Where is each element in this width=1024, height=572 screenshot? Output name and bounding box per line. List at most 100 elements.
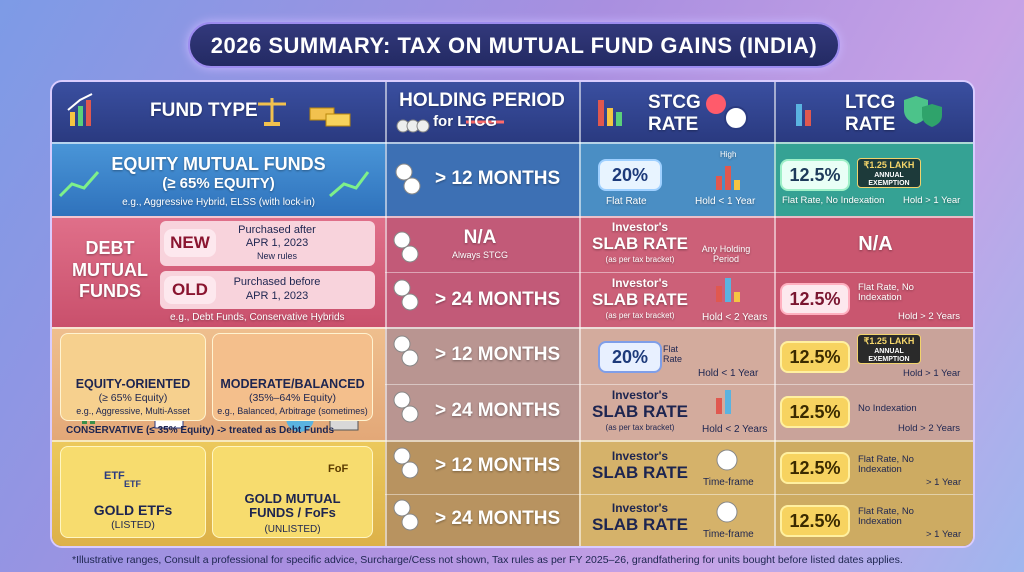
debt-new-holding-note: Always STCG — [451, 250, 508, 260]
debt-old-stcg-pre: Investor's — [611, 276, 669, 290]
divider — [52, 327, 973, 329]
debt-new-date: APR 1, 2023 — [245, 237, 309, 249]
debt-name: DEBT MUTUAL FUNDS — [72, 238, 148, 302]
hybrid-long-ltcg-hold: Hold > 2 Years — [898, 423, 961, 434]
equity-ltcg-rate: 12.5% — [780, 159, 850, 191]
gold-etf-sub: (LISTED) — [111, 519, 155, 531]
debt-old-ltcg-rate: 12.5% — [780, 283, 850, 315]
debt-old-tag: OLD — [164, 276, 216, 304]
balanced-name: MODERATE/BALANCED — [220, 377, 365, 391]
hybrid-ltcg-exemption-sub: ANNUAL EXEMPTION — [868, 348, 910, 363]
divider — [385, 82, 387, 546]
hybrid-long-ltcg-rate: 12.5% — [780, 396, 850, 428]
header-ltcg-sub: RATE — [845, 114, 896, 135]
divider — [774, 82, 776, 546]
hybrid-exemption-box — [857, 334, 921, 364]
debt-new-note: New rules — [256, 251, 297, 261]
debt-old-stcg-hold: Hold < 2 Years — [702, 312, 768, 323]
gold-etf-box — [60, 446, 206, 538]
equity-stcg-note: Flat Rate — [606, 196, 647, 207]
gold-long-ltcg-note: Flat Rate, No Indexation — [858, 506, 914, 528]
debt-old-ltcg-note: Flat Rate, No Indexation — [858, 282, 914, 304]
hybrid-long-holding: > 24 MONTHS — [435, 400, 561, 421]
title: 2026 SUMMARY: TAX ON MUTUAL FUND GAINS (… — [210, 33, 818, 58]
debt-new-stcg-rate: SLAB RATE — [591, 234, 688, 253]
debt-example: e.g., Debt Funds, Conservative Hybrids — [170, 312, 345, 323]
divider — [579, 82, 581, 546]
hybrid-short-stcg-hold: Hold < 1 Year — [698, 368, 759, 379]
gold-fund-box — [212, 446, 373, 538]
gold-etf-icon-label: ETF — [124, 479, 141, 489]
debt-new-purchase: Purchased after — [238, 224, 316, 236]
balanced-box — [212, 333, 373, 421]
gold-etf-name: GOLD ETFs — [93, 502, 173, 518]
debt-old-ltcg-hold: Hold > 2 Years — [898, 311, 961, 322]
footer-note: *Illustrative ranges, Consult a professi… — [72, 554, 903, 566]
header-row — [52, 82, 973, 142]
equity-name: EQUITY MUTUAL FUNDS — [111, 154, 326, 174]
gold-long-ltcg-rate: 12.5% — [780, 505, 850, 537]
equity-oriented-name: EQUITY-ORIENTED — [75, 377, 191, 391]
equity-oriented-example: e.g., Aggressive, Multi-Asset — [76, 406, 190, 416]
hybrid-ltcg-exemption: ₹1.25 LAKH — [863, 336, 915, 346]
balanced-share: (35%–64% Equity) — [249, 392, 336, 404]
equity-exemption-box — [857, 158, 921, 188]
gold-short-ltcg-note: Flat Rate, No Indexation — [858, 454, 914, 476]
debt-new-ltcg: N/A — [858, 233, 893, 255]
gold-fund-icon-label: FoF — [328, 463, 349, 475]
equity-ltcg-hold: Hold > 1 Year — [903, 195, 961, 206]
divider — [52, 216, 973, 218]
debt-new-stcg-note: (as per tax bracket) — [605, 255, 675, 264]
header-stcg-sub: RATE — [648, 114, 699, 135]
gold-long-holding: > 24 MONTHS — [435, 508, 561, 529]
gold-short-stcg-pre: Investor's — [611, 449, 669, 463]
hybrid-long-stcg-pre: Investor's — [611, 388, 669, 402]
hybrid-short-stcg-rate: 20% — [598, 341, 662, 373]
equity-oriented-box — [60, 333, 206, 421]
debt-old-stcg-rate: SLAB RATE — [591, 290, 688, 309]
hybrid-long-ltcg-note: No Indexation — [858, 403, 917, 414]
gold-fund-name: GOLD MUTUAL FUNDS / FoFs — [244, 491, 341, 521]
header-fund-type: FUND TYPE — [150, 100, 258, 121]
divider — [385, 384, 973, 385]
equity-ltcg-exemption: ₹1.25 LAKH — [863, 160, 915, 170]
hybrid-note: CONSERVATIVE (≤ 35% Equity) -> treated a… — [66, 425, 335, 436]
debt-new-tag: NEW — [164, 229, 216, 257]
gold-short-ltcg-rate: 12.5% — [780, 452, 850, 484]
debt-old-stcg-note: (as per tax bracket) — [605, 311, 675, 320]
divider — [52, 142, 973, 144]
hybrid-short-stcg-note: Flat Rate — [663, 344, 683, 364]
gold-etf-icon-label: ETF — [104, 470, 125, 482]
gold-long-stcg-hold: Time-frame — [703, 529, 754, 540]
debt-row-cell — [579, 216, 774, 327]
debt-old-purchase: Purchased before — [233, 276, 321, 288]
gold-long-stcg-pre: Investor's — [611, 501, 669, 515]
equity-holding: > 12 MONTHS — [435, 168, 561, 189]
hybrid-long-stcg-rate: SLAB RATE — [591, 402, 688, 421]
equity-ltcg-note: Flat Rate, No Indexation — [782, 195, 885, 206]
gold-short-ltcg-hold: > 1 Year — [926, 477, 962, 488]
equity-share: (≥ 65% EQUITY) — [162, 175, 275, 192]
hybrid-short-ltcg-hold: Hold > 1 Year — [903, 368, 961, 379]
hybrid-short-holding: > 12 MONTHS — [435, 344, 561, 365]
header-holding-sub: for LTCG — [433, 113, 497, 130]
hybrid-short-ltcg-rate: 12.5% — [780, 341, 850, 373]
equity-oriented-share: (≥ 65% Equity) — [98, 392, 168, 404]
gold-long-stcg-rate: SLAB RATE — [591, 515, 688, 534]
hybrid-long-stcg-note: (as per tax bracket) — [605, 423, 675, 432]
title-pill — [188, 22, 840, 68]
equity-stcg-hold: Hold < 1 Year — [695, 196, 756, 207]
gold-row-cell — [579, 440, 774, 546]
header-holding: HOLDING PERIOD — [399, 90, 565, 111]
divider — [385, 272, 973, 273]
equity-stcg-icon-label: High — [720, 150, 737, 159]
equity-ltcg-exemption-sub: ANNUAL EXEMPTION — [868, 172, 910, 187]
gold-long-ltcg-hold: > 1 Year — [926, 529, 962, 540]
divider — [52, 440, 973, 442]
equity-example: e.g., Aggressive Hybrid, ELSS (with lock… — [122, 197, 315, 208]
gold-short-stcg-rate: SLAB RATE — [591, 463, 688, 482]
gold-short-holding: > 12 MONTHS — [435, 455, 561, 476]
header-ltcg: LTCG — [845, 92, 896, 113]
gold-fund-sub: (UNLISTED) — [264, 524, 321, 535]
